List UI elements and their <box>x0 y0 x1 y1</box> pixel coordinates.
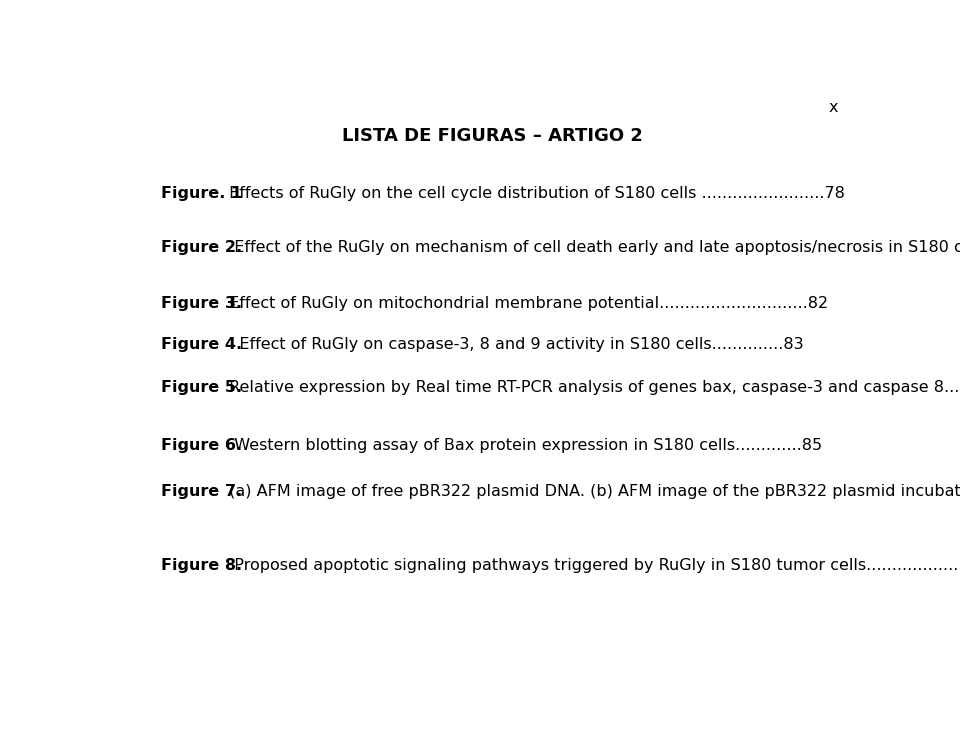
Text: Figure 8.: Figure 8. <box>161 559 242 573</box>
Text: LISTA DE FIGURAS – ARTIGO 2: LISTA DE FIGURAS – ARTIGO 2 <box>342 127 642 145</box>
Text: Effect of RuGly on caspase-3, 8 and 9 activity in S180 cells..............83: Effect of RuGly on caspase-3, 8 and 9 ac… <box>224 337 804 352</box>
Text: Western blotting assay of Bax protein expression in S180 cells.............85: Western blotting assay of Bax protein ex… <box>224 438 822 453</box>
Text: Proposed apoptotic signaling pathways triggered by RuGly in S180 tumor cells....: Proposed apoptotic signaling pathways tr… <box>224 559 960 573</box>
Text: Figure 4.: Figure 4. <box>161 337 242 352</box>
Text: Figure 7.: Figure 7. <box>161 484 242 498</box>
Text: Figure. 1: Figure. 1 <box>161 187 242 201</box>
Text: Figure 6.: Figure 6. <box>161 438 242 453</box>
Text: Figure 5.: Figure 5. <box>161 380 242 395</box>
Text: Figure 3.: Figure 3. <box>161 296 242 311</box>
Text: Effect of RuGly on mitochondrial membrane potential.............................: Effect of RuGly on mitochondrial membran… <box>224 296 828 311</box>
Text: x: x <box>828 100 838 115</box>
Text: Effects of RuGly on the cell cycle distribution of S180 cells ..................: Effects of RuGly on the cell cycle distr… <box>224 187 845 201</box>
Text: Figure 2.: Figure 2. <box>161 240 242 255</box>
Text: Relative expression by Real time RT-PCR analysis of genes bax, caspase-3 and cas: Relative expression by Real time RT-PCR … <box>224 380 960 395</box>
Text: (a) AFM image of free pBR322 plasmid DNA. (b) AFM image of the pBR322 plasmid in: (a) AFM image of free pBR322 plasmid DNA… <box>224 484 960 498</box>
Text: Effect of the RuGly on mechanism of cell death early and late apoptosis/necrosis: Effect of the RuGly on mechanism of cell… <box>224 240 960 255</box>
